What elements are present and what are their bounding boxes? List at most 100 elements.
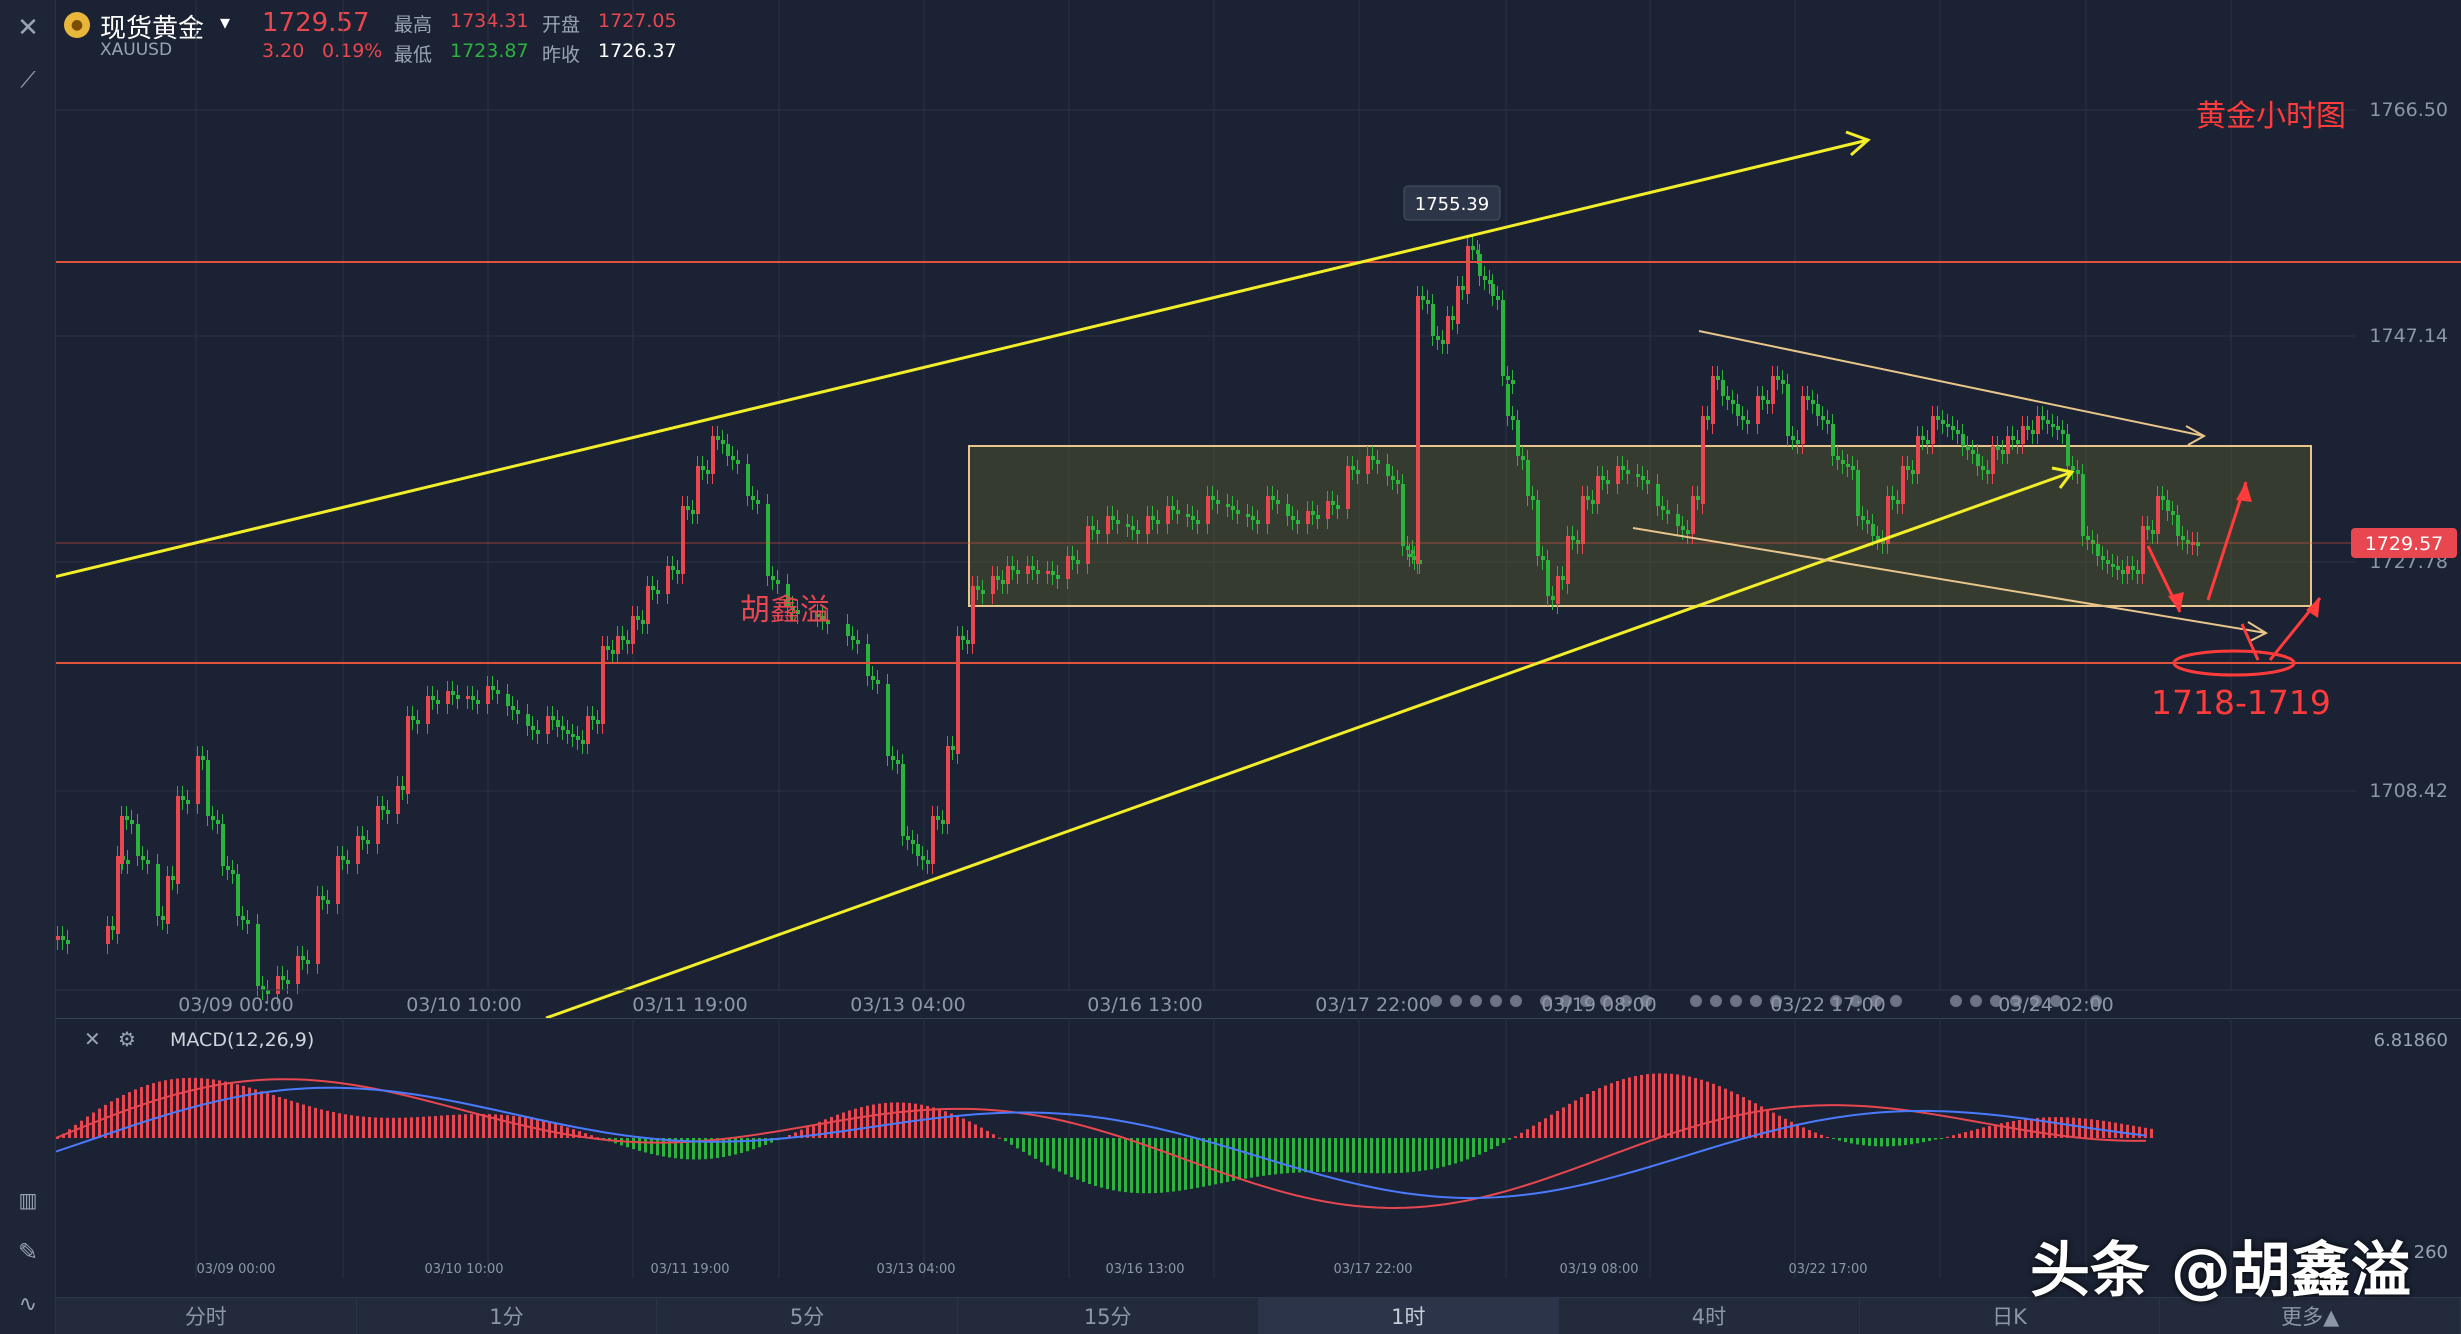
candle-body bbox=[1771, 376, 1775, 404]
candle-body bbox=[1326, 501, 1330, 519]
candle-body bbox=[1456, 286, 1460, 324]
macd-histogram-bar bbox=[1856, 1138, 1859, 1145]
event-marker-dot[interactable] bbox=[2090, 995, 2102, 1007]
macd-histogram-bar bbox=[1862, 1138, 1865, 1146]
macd-histogram-bar bbox=[1304, 1138, 1307, 1173]
candle-body bbox=[591, 716, 595, 720]
candle-body bbox=[1706, 416, 1710, 420]
candle-body bbox=[466, 696, 470, 699]
timeframe-tab[interactable]: 5分 bbox=[657, 1298, 958, 1334]
macd-histogram-bar bbox=[2132, 1125, 2135, 1138]
timeframe-tab[interactable]: 日K bbox=[1860, 1298, 2161, 1334]
event-marker-dot[interactable] bbox=[2050, 995, 2062, 1007]
candle-body bbox=[961, 636, 965, 640]
event-marker-dot[interactable] bbox=[1730, 995, 1742, 1007]
event-marker-dot[interactable] bbox=[1490, 995, 1502, 1007]
event-marker-dot[interactable] bbox=[1580, 995, 1592, 1007]
macd-histogram-bar bbox=[1016, 1138, 1019, 1149]
macd-histogram-bar bbox=[1130, 1138, 1133, 1193]
candle-body bbox=[1046, 571, 1050, 574]
event-marker-dot[interactable] bbox=[1850, 995, 1862, 1007]
macd-histogram-bar bbox=[1838, 1138, 1841, 1141]
macd-chart[interactable]: ✕ ⚙ MACD(12,26,9) 6.81860 260 03/09 00:0… bbox=[56, 1018, 2461, 1297]
event-marker-dot[interactable] bbox=[1870, 995, 1882, 1007]
event-marker-dot[interactable] bbox=[1830, 995, 1842, 1007]
candle-body bbox=[1806, 396, 1810, 400]
event-marker-dot[interactable] bbox=[1470, 995, 1482, 1007]
forecast-arrowhead-1 bbox=[2168, 592, 2184, 612]
event-marker-dot[interactable] bbox=[1970, 995, 1982, 1007]
instrument-name[interactable]: 现货黄金 bbox=[100, 14, 205, 44]
candle-body bbox=[1881, 540, 1885, 544]
macd-histogram-bar bbox=[1544, 1118, 1547, 1138]
pencil-icon[interactable]: ✎ bbox=[17, 1238, 39, 1266]
event-marker-dot[interactable] bbox=[1640, 995, 1652, 1007]
candle-body bbox=[866, 644, 870, 676]
settings-gear-icon[interactable]: ⚙ bbox=[118, 1027, 136, 1051]
candle-body bbox=[676, 570, 680, 574]
close-macd-icon[interactable]: ✕ bbox=[84, 1027, 101, 1051]
macd-histogram-bar bbox=[158, 1081, 161, 1138]
candle-body bbox=[1246, 514, 1250, 517]
event-marker-dot[interactable] bbox=[2030, 995, 2042, 1007]
price-change-percent: 0.19% bbox=[322, 40, 383, 62]
macd-histogram-bar bbox=[1982, 1127, 1985, 1138]
timeframe-tab[interactable]: 4时 bbox=[1559, 1298, 1860, 1334]
candle-body bbox=[1766, 400, 1770, 404]
macd-histogram-bar bbox=[920, 1104, 923, 1138]
candle-body bbox=[1551, 596, 1555, 600]
event-marker-dot[interactable] bbox=[1600, 995, 1612, 1007]
event-marker-dot[interactable] bbox=[1990, 995, 2002, 1007]
event-marker-dot[interactable] bbox=[1540, 995, 1552, 1007]
event-marker-dot[interactable] bbox=[1770, 995, 1782, 1007]
price-chart[interactable]: 1755.39 黄金小时图 1718-1719 胡鑫溢 1766.50 1747.… bbox=[56, 0, 2461, 1018]
macd-histogram-bar bbox=[734, 1138, 737, 1155]
candle-body bbox=[1901, 466, 1905, 504]
candle-body bbox=[1496, 296, 1500, 300]
event-marker-dot[interactable] bbox=[1950, 995, 1962, 1007]
candle-body bbox=[951, 746, 955, 750]
candle-body bbox=[2091, 540, 2095, 544]
timeframe-tab[interactable]: 分时 bbox=[56, 1298, 357, 1334]
event-marker-dot[interactable] bbox=[1450, 995, 1462, 1007]
candlestick-icon[interactable]: ▥ bbox=[18, 1188, 38, 1212]
event-marker-dot[interactable] bbox=[1710, 995, 1722, 1007]
macd-histogram-bar bbox=[854, 1108, 857, 1138]
candle-body bbox=[1531, 496, 1535, 500]
low-label: 最低 bbox=[394, 44, 433, 66]
macd-histogram-bar bbox=[2114, 1122, 2117, 1138]
candle-body bbox=[1641, 476, 1645, 480]
timeframe-tab[interactable]: 1分 bbox=[357, 1298, 658, 1334]
symbol-code: XAUUSD bbox=[100, 40, 173, 60]
macd-histogram-bar bbox=[998, 1137, 1001, 1139]
macd-histogram-bar bbox=[1376, 1138, 1379, 1174]
chevron-down-icon[interactable]: ▾ bbox=[220, 10, 231, 34]
event-marker-dot[interactable] bbox=[1510, 995, 1522, 1007]
event-marker-dot[interactable] bbox=[1620, 995, 1632, 1007]
timeframe-tab[interactable]: 15分 bbox=[958, 1298, 1259, 1334]
candle-body bbox=[1011, 566, 1015, 570]
event-marker-dot[interactable] bbox=[1690, 995, 1702, 1007]
macd-histogram-bar bbox=[1616, 1081, 1619, 1138]
event-marker-dot[interactable] bbox=[1750, 995, 1762, 1007]
event-marker-dot[interactable] bbox=[2010, 995, 2022, 1007]
macd-histogram-bar bbox=[1958, 1133, 1961, 1138]
indicator-icon[interactable]: ∿ bbox=[18, 1291, 38, 1317]
macd-histogram-bar bbox=[1280, 1138, 1283, 1174]
close-icon[interactable]: ✕ bbox=[17, 13, 39, 43]
peak-callout-box bbox=[1403, 185, 1501, 221]
event-marker-dot[interactable] bbox=[1890, 995, 1902, 1007]
macd-histogram-bar bbox=[1664, 1073, 1667, 1138]
candle-body bbox=[1791, 436, 1795, 440]
macd-histogram-bar bbox=[1118, 1138, 1121, 1192]
candle-body bbox=[611, 650, 615, 654]
event-marker-dot[interactable] bbox=[1560, 995, 1572, 1007]
draw-line-icon[interactable]: ⟋ bbox=[20, 67, 36, 93]
macd-histogram-bar bbox=[512, 1115, 515, 1138]
macd-histogram-bar bbox=[1904, 1138, 1907, 1146]
candle-body bbox=[1726, 396, 1730, 400]
candle-body bbox=[241, 916, 245, 920]
event-marker-dot[interactable] bbox=[1430, 995, 1442, 1007]
timeframe-tab[interactable]: 1时 bbox=[1258, 1298, 1560, 1334]
candle-body bbox=[1536, 504, 1540, 556]
